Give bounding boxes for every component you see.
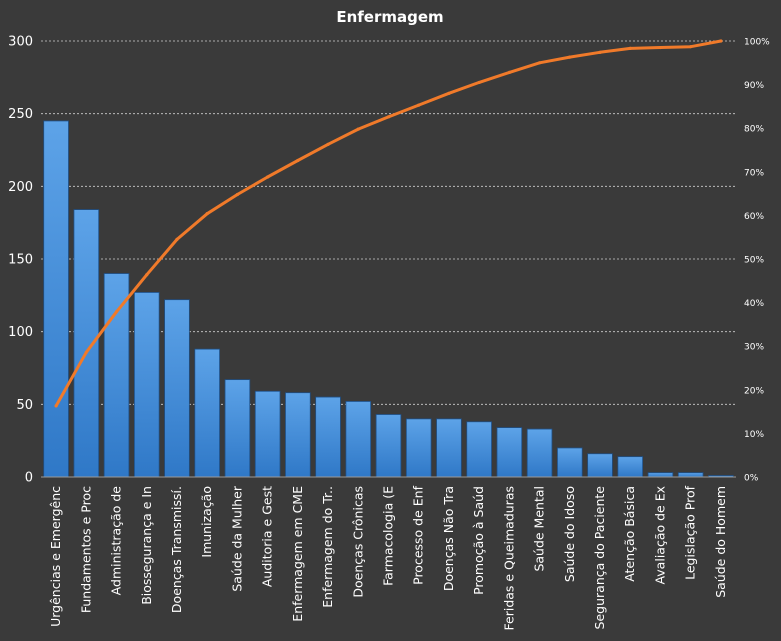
bar [496,427,523,478]
line-point [537,61,542,65]
line-point [658,45,663,50]
right-tick-label: 50% [744,256,764,266]
right-tick-label: 40% [744,299,764,309]
bar [43,120,69,478]
bar [526,428,553,478]
bar [254,390,281,478]
right-tick-label: 70% [744,168,764,178]
bar [194,348,220,478]
left-tick-label: 0 [25,471,33,486]
line-point [114,310,119,314]
category-label: Enfermagem em CME [290,486,305,622]
right-tick-label: 20% [744,386,764,396]
category-labels: Urgências e Emergênc Fundamentos e Proc Ad… [48,485,728,630]
category-label: Imunização [199,486,214,558]
bar [164,299,190,478]
line-point [507,70,511,74]
bar [285,392,311,478]
left-tick-label: 100 [8,325,33,340]
line-point [356,127,360,131]
line-point [326,142,330,146]
category-label: Doenças Não Tra [441,486,456,591]
line-point [628,46,632,51]
bar [557,447,583,478]
right-tick-label: 80% [744,125,764,135]
right-tick-label: 0% [744,474,759,484]
category-label: Segurança do Paciente [592,486,607,630]
category-label: Processo de Enf [411,485,426,584]
right-tick-label: 90% [744,81,764,91]
line-point [54,404,58,408]
category-label: Biossegurança e In [139,486,154,605]
category-label: Urgências e Emergênc [48,486,63,627]
category-label: Administração de [109,486,124,596]
line-point [447,91,451,95]
bar [677,472,704,478]
line-point [296,158,300,163]
bar [617,456,644,478]
left-tick-label: 50 [16,398,33,413]
right-tick-label: 10% [744,430,764,440]
right-axis-ticks: 0% 10% 20% 30% 40% 50% 60% 70% 80% 90% 100% [744,38,770,484]
line-point [175,237,179,241]
line-point [205,212,209,216]
right-tick-label: 30% [744,343,764,353]
line-point [235,192,240,197]
category-label: Auditoria e Gest [260,486,275,587]
line-point [598,50,602,54]
bar [133,292,160,478]
left-tick-label: 200 [8,180,33,195]
bar [103,273,130,478]
line-point [477,80,481,85]
bar [224,379,251,478]
line-point [689,45,693,49]
category-label: Farmacologia (E [381,486,396,586]
bar [375,414,402,478]
left-tick-label: 150 [8,253,33,268]
category-label: Feridas e Queimaduras [501,486,516,630]
category-label: Doenças Crônicas [350,486,365,598]
bar [466,421,492,478]
bar [405,418,432,478]
right-tick-label: 100% [744,38,770,48]
cumulative-line-series [54,39,723,408]
chart-title: Enfermagem [336,8,443,26]
category-label: Saúde do Idoso [562,486,577,582]
category-label: Avaliação de Ex [652,486,667,585]
bar [587,453,613,478]
category-label: Legislação Prof [683,485,698,579]
line-point [568,55,572,59]
category-label: Fundamentos e Proc [78,486,93,613]
right-tick-label: 60% [744,212,764,222]
bar [647,472,674,478]
bar-series [43,120,734,478]
left-tick-label: 300 [8,35,33,50]
category-label: Doenças Transmissí. [169,486,184,613]
bar [345,401,372,478]
category-label: Saúde da Mulher [229,485,244,591]
bar [73,209,100,478]
category-label: Saúde Mental [532,486,547,572]
line-point [145,273,149,277]
category-label: Enfermagem do Tr.. [320,486,335,608]
left-axis-ticks: 0 50 100 150 200 250 300 [8,35,33,486]
line-point [386,115,391,119]
left-tick-label: 250 [8,107,33,122]
bar [436,418,462,478]
line-point [84,350,88,354]
bar [315,396,341,478]
line-point [719,39,723,43]
line-point [266,175,270,179]
category-label: Saúde do Homem [713,486,728,598]
line-point [417,103,421,107]
category-label: Atenção Básica [622,486,637,582]
category-label: Promoção à Saúd [471,486,486,595]
